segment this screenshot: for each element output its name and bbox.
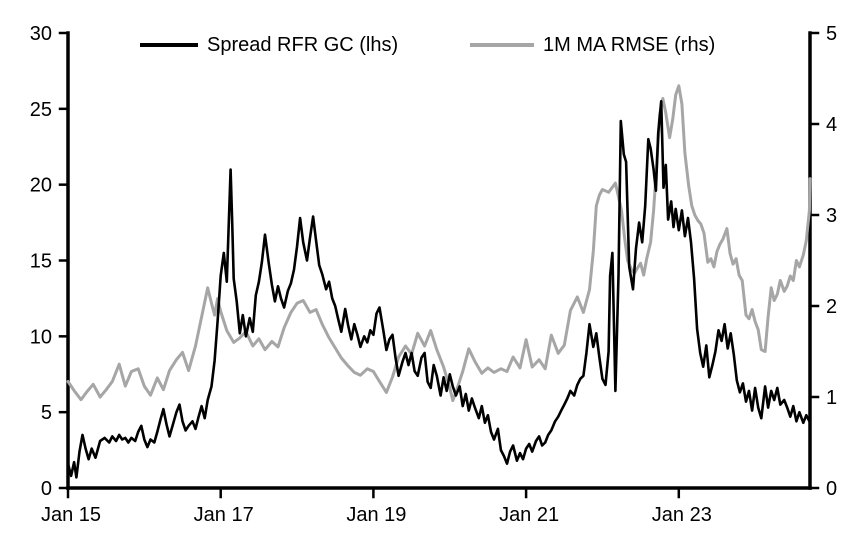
left-axis-tick-label: 25 — [30, 99, 52, 121]
left-axis-tick-label: 20 — [30, 175, 52, 197]
left-axis-tick-label: 0 — [41, 478, 52, 500]
right-axis-tick-label: 5 — [826, 23, 837, 45]
series-line-1m-ma-rmse-rhs — [66, 84, 812, 403]
right-axis-tick-label: 0 — [826, 478, 837, 500]
left-axis-tick-label: 5 — [41, 402, 52, 424]
x-axis-tick-label: Jan 19 — [346, 504, 406, 526]
legend-item-spread-rfr-gc: Spread RFR GC (lhs) — [140, 32, 398, 58]
right-axis-tick-label: 1 — [826, 387, 837, 409]
series-line-spread-rfr-gc-lhs — [66, 100, 812, 479]
left-axis-tick-label: 30 — [30, 23, 52, 45]
x-axis-tick-label: Jan 15 — [41, 504, 101, 526]
legend-line-swatch-gray — [470, 43, 534, 47]
legend-line-swatch-black — [140, 43, 198, 47]
left-axis-tick-label: 10 — [30, 326, 52, 348]
left-axis-tick-label: 15 — [30, 251, 52, 273]
x-axis-tick-label: Jan 17 — [194, 504, 254, 526]
x-axis-tick-label: Jan 23 — [652, 504, 712, 526]
legend-item-1m-ma-rmse: 1M MA RMSE (rhs) — [470, 32, 715, 58]
right-axis-tick-label: 2 — [826, 296, 837, 318]
right-axis-tick-label: 3 — [826, 205, 837, 227]
legend-label-spread-rfr-gc: Spread RFR GC (lhs) — [207, 34, 399, 56]
legend-label-1m-ma-rmse: 1M MA RMSE (rhs) — [543, 34, 716, 56]
x-axis-tick-label: Jan 21 — [499, 504, 559, 526]
right-axis-tick-label: 4 — [826, 114, 837, 136]
